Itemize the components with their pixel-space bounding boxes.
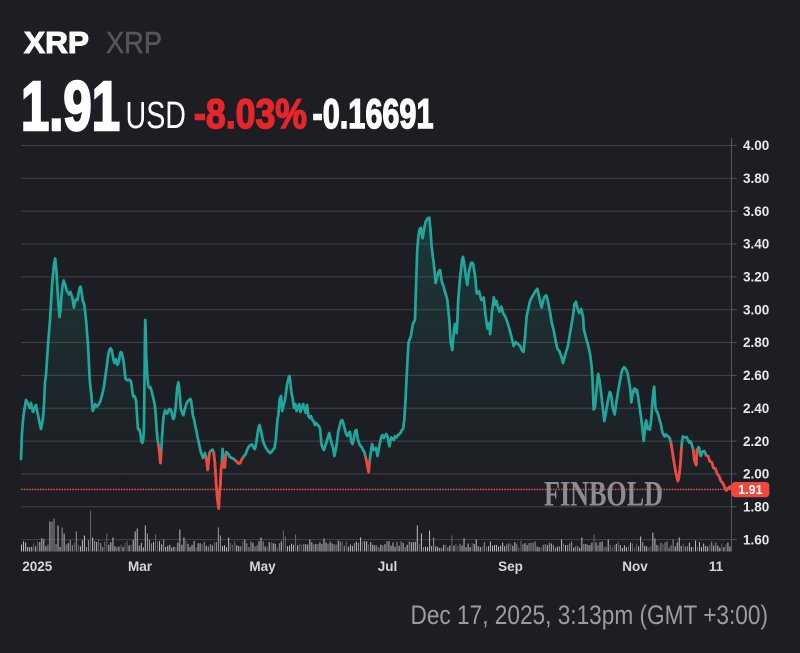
svg-text:3.20: 3.20 [743,270,769,285]
svg-text:1.60: 1.60 [743,532,769,547]
svg-text:-0.16691: -0.16691 [313,90,434,137]
svg-text:USD: USD [126,95,187,137]
svg-text:1.80: 1.80 [743,499,769,514]
svg-text:2.40: 2.40 [743,401,769,416]
svg-text:2025: 2025 [22,559,53,574]
svg-text:Mar: Mar [128,559,153,574]
svg-text:3.60: 3.60 [743,204,769,219]
svg-text:3.80: 3.80 [743,171,769,186]
svg-text:2.00: 2.00 [743,467,769,482]
svg-text:2.60: 2.60 [743,368,769,383]
svg-text:-8.03%: -8.03% [194,90,307,137]
svg-text:4.00: 4.00 [743,138,769,153]
svg-text:1.91: 1.91 [738,483,762,497]
svg-text:May: May [249,559,276,574]
svg-text:3.40: 3.40 [743,237,769,252]
svg-text:1.91: 1.91 [21,67,120,145]
svg-text:2.20: 2.20 [743,434,769,449]
svg-text:Sep: Sep [498,559,523,574]
svg-text:FINBOLD: FINBOLD [544,474,663,514]
svg-text:XRP: XRP [106,25,162,60]
svg-text:11: 11 [709,559,724,574]
svg-text:Dec 17, 2025, 3:13pm (GMT +3:0: Dec 17, 2025, 3:13pm (GMT +3:00) [411,600,769,630]
svg-text:XRP: XRP [24,25,89,60]
svg-text:3.00: 3.00 [743,302,769,317]
svg-text:2.80: 2.80 [743,335,769,350]
svg-text:Jul: Jul [378,559,398,574]
svg-text:Nov: Nov [622,559,648,574]
